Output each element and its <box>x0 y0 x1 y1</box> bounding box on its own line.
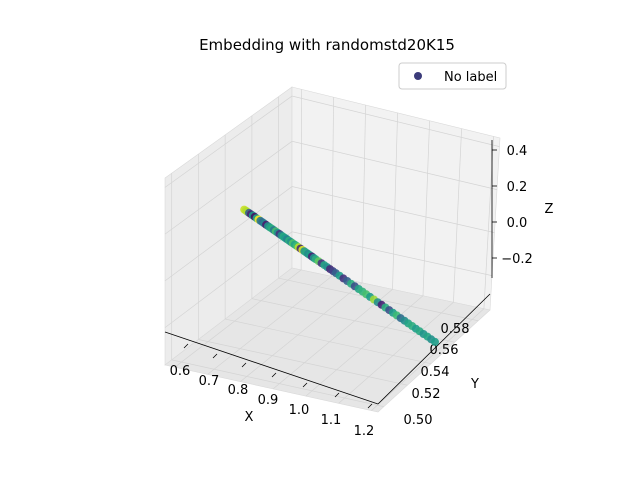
x-tick-label: 0.6 <box>170 364 191 379</box>
legend: No label <box>398 62 507 90</box>
x-tick-mark <box>183 343 189 349</box>
grid-y-floor-2 <box>225 318 432 365</box>
y-tick-label: 0.58 <box>441 322 470 337</box>
z-tick-label: 0.0 <box>507 216 528 231</box>
grid-lines <box>164 89 500 411</box>
grid-x-floor-2 <box>240 282 363 382</box>
grid-x-back-1 <box>331 97 334 277</box>
y-tick-label: 0.52 <box>412 387 441 402</box>
chart-title: Embedding with randomstd20K15 <box>199 36 455 54</box>
legend-entry: No label <box>444 70 497 85</box>
data-point <box>431 337 439 346</box>
grid-z-3 <box>164 95 500 188</box>
x-tick-mark <box>334 392 340 398</box>
grid-x-floor-5 <box>338 301 454 404</box>
axes-panes <box>164 86 501 413</box>
x-tick-label: 0.7 <box>199 374 220 389</box>
x-tick-label: 1.1 <box>321 413 342 428</box>
grid-x-back-2 <box>361 105 366 283</box>
y-axis-line <box>377 293 491 405</box>
grid-x-floor-4 <box>305 295 424 397</box>
y-axis-label: Y <box>470 377 479 392</box>
x-tick-mark <box>271 372 277 378</box>
x-tick-label: 0.8 <box>228 383 249 398</box>
z-tick-label: −0.2 <box>501 252 533 267</box>
axis-lines <box>164 140 493 405</box>
x-tick-mark <box>367 403 373 409</box>
grid-x-floor-6 <box>371 308 485 411</box>
x-tick-label: 1.2 <box>354 424 375 439</box>
y-tick-label: 0.56 <box>430 343 459 358</box>
scatter-points <box>240 205 439 346</box>
x-tick-mark <box>212 353 218 359</box>
x-tick-mark <box>302 382 308 388</box>
x-tick-label: 1.0 <box>289 403 310 418</box>
grid-x-floor-0 <box>174 269 302 368</box>
grid-y-floor-0 <box>171 359 384 407</box>
grid-x-floor-1 <box>207 276 332 375</box>
x-tick-label: 0.9 <box>258 393 279 408</box>
z-tick-label: 0.2 <box>507 180 528 195</box>
tick-labels: 0.6 0.7 0.8 0.9 1.0 1.1 1.2 0.50 0.52 0.54 0.56 0.5… <box>170 144 533 439</box>
grid-x-back-5 <box>453 128 462 303</box>
y-tick-label: 0.50 <box>404 413 433 428</box>
x-axis-label: X <box>245 410 254 425</box>
z-axis-label: Z <box>545 202 554 217</box>
grid-z-2 <box>164 140 498 235</box>
grid-y-floor-1 <box>198 339 408 386</box>
x-tick-mark <box>241 362 247 368</box>
y-tick-label: 0.54 <box>421 365 450 380</box>
z-tick-label: 0.4 <box>507 144 528 159</box>
grid-x-back-4 <box>422 120 430 296</box>
x-axis-line <box>164 331 379 405</box>
legend-box <box>398 62 507 90</box>
grid-z-0 <box>164 231 493 328</box>
grid-x-floor-3 <box>272 289 393 390</box>
grid-x-back-3 <box>392 112 398 290</box>
grid-z-1 <box>164 186 495 282</box>
legend-marker <box>414 72 422 80</box>
